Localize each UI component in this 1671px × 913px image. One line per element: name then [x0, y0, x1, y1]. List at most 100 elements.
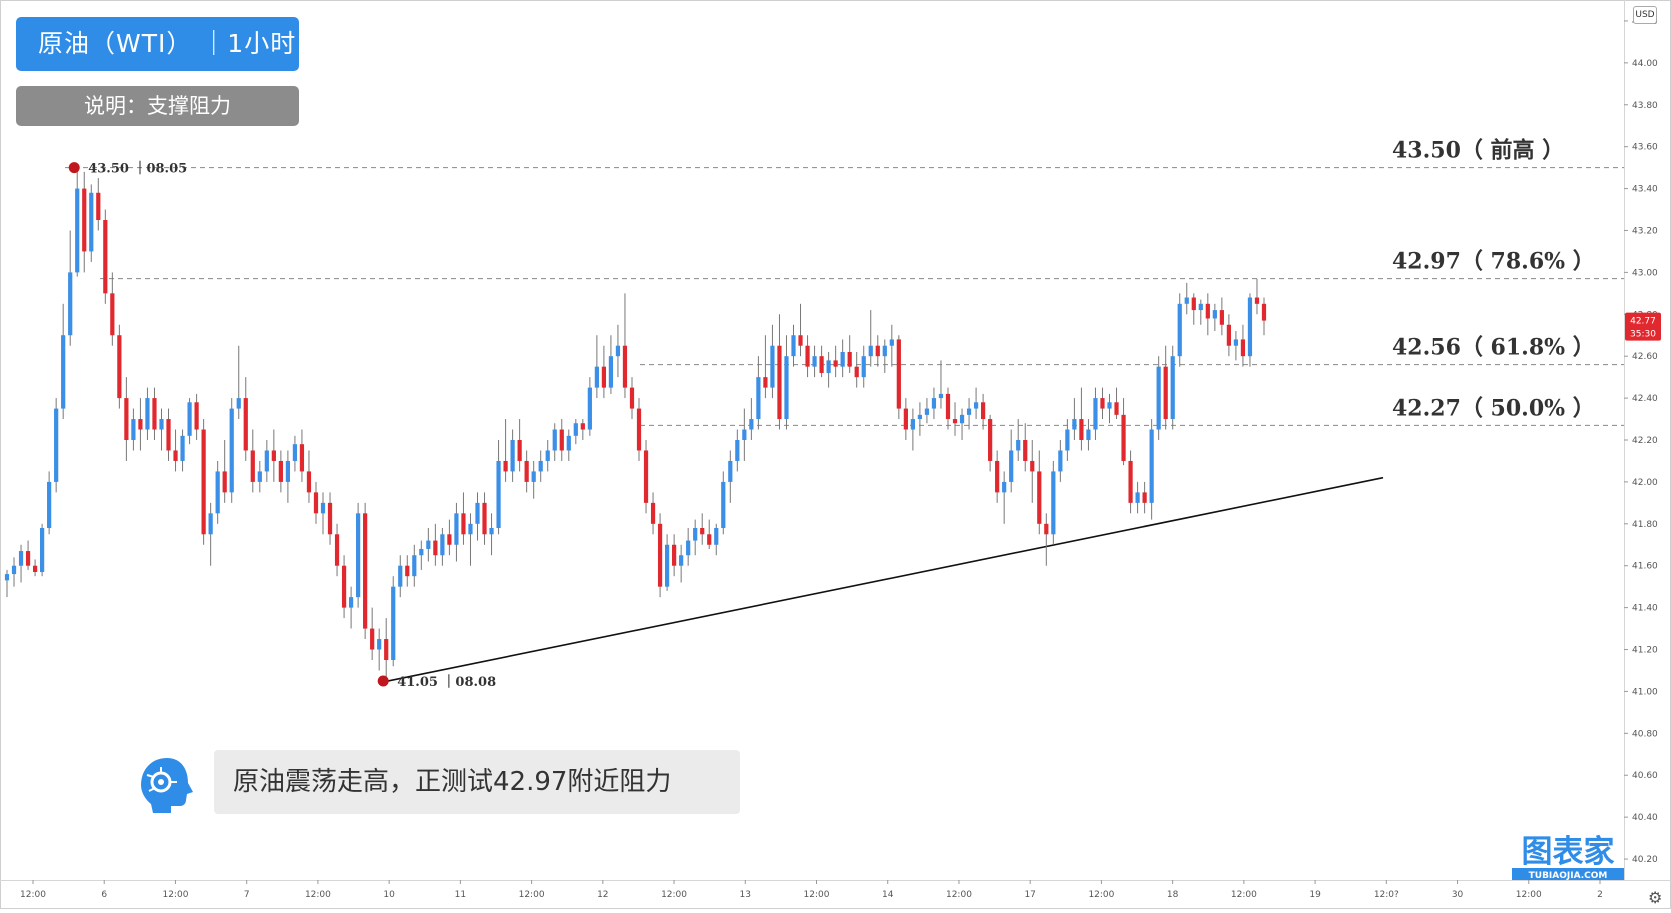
candle-body: [285, 460, 291, 482]
candle-body: [475, 502, 480, 524]
level-label: 42.56（ 61.8% ）: [1392, 335, 1595, 361]
pivot-label: 41.05 ｜08.08: [397, 674, 496, 690]
brand-sub: TUBIAOJIA.COM: [1529, 871, 1608, 881]
x-tick-label: 12:00: [20, 890, 46, 900]
y-tick-label: 41.40: [1632, 604, 1658, 614]
candle-body: [461, 513, 466, 535]
candle-body: [159, 419, 164, 430]
candle-body: [559, 429, 564, 451]
candle-body: [1016, 440, 1021, 451]
gear-icon[interactable]: ⚙: [1648, 888, 1663, 907]
candle-body: [770, 345, 775, 388]
candle-body: [103, 220, 108, 294]
currency-badge[interactable]: USD: [1633, 6, 1657, 24]
candle-body: [889, 339, 894, 346]
candle-body: [320, 502, 326, 514]
y-tick-label: 40.80: [1632, 729, 1658, 739]
x-tick-label: 12:00: [1516, 890, 1542, 900]
candle-body: [1184, 297, 1189, 304]
candle-body: [693, 528, 698, 541]
candle-body: [819, 356, 824, 373]
level-label: 42.97（ 78.6% ）: [1392, 249, 1595, 275]
candle-body: [854, 366, 859, 378]
candle-body: [657, 523, 663, 587]
y-tick-label: 40.40: [1632, 813, 1658, 823]
candle-body: [672, 544, 677, 566]
candle-body: [47, 481, 52, 528]
y-tick-label: 42.00: [1632, 478, 1658, 488]
y-tick-label: 41.00: [1632, 687, 1658, 697]
candle-body: [777, 345, 782, 420]
candle-body: [1100, 398, 1105, 409]
candle-body: [264, 450, 269, 472]
y-tick-label: 43.00: [1632, 268, 1658, 278]
candle-body: [278, 460, 283, 482]
level-label: 42.27（ 50.0% ）: [1392, 395, 1595, 421]
candle-body: [489, 528, 494, 535]
candle-body: [356, 513, 361, 598]
candle-body: [686, 540, 691, 556]
candle-body: [1072, 419, 1077, 430]
candle-body: [622, 345, 628, 388]
candle-body: [679, 555, 684, 566]
candle-body: [587, 387, 592, 430]
candle-body: [25, 551, 31, 566]
candle-body: [1086, 429, 1091, 440]
candle-body: [917, 414, 923, 420]
candle-body: [440, 534, 445, 556]
pivot-marker: [377, 675, 389, 687]
support-trendline: [388, 476, 1384, 682]
x-tick-label: 12:00: [661, 890, 687, 900]
candle-body: [89, 192, 94, 252]
candle-body: [756, 377, 761, 420]
candle-body: [868, 345, 873, 357]
candle-body: [1233, 339, 1239, 346]
candle-body: [82, 188, 87, 252]
x-tick-label: 12:0?: [1374, 890, 1399, 900]
candle-body: [580, 423, 585, 430]
candle-body: [1051, 471, 1056, 535]
candle-body: [742, 429, 747, 440]
candle-body: [714, 528, 719, 545]
y-tick-label: 43.80: [1632, 101, 1658, 111]
candle-body: [271, 450, 276, 461]
candle-body: [433, 540, 438, 556]
candle-body: [763, 377, 768, 388]
candle-body: [61, 335, 66, 409]
candle-body: [552, 429, 557, 451]
y-tick-label: 40.20: [1632, 855, 1658, 865]
candle-body: [4, 574, 10, 581]
candle-body: [306, 471, 312, 493]
candle-body: [566, 435, 571, 451]
candle-body: [531, 471, 536, 482]
candle-body: [18, 551, 24, 566]
candle-body: [805, 345, 810, 367]
x-tick-label: 14: [882, 890, 894, 900]
candle-body: [959, 414, 965, 424]
candle-body: [1198, 303, 1203, 311]
x-tick-label: 19: [1309, 890, 1321, 900]
candle-body: [910, 419, 915, 430]
candle-body: [840, 352, 845, 367]
candle-body: [145, 398, 150, 430]
candle-body: [482, 502, 487, 535]
candle-body: [426, 540, 431, 549]
candle-body: [538, 460, 543, 472]
candle-body: [447, 534, 452, 545]
x-tick-label: 12:00: [519, 890, 545, 900]
x-tick-label: 11: [455, 890, 466, 900]
candle-body: [798, 335, 803, 346]
candle-body: [11, 565, 17, 575]
brand-name: 图表家: [1522, 834, 1615, 870]
candle-body: [1121, 414, 1126, 461]
candle-body: [510, 440, 515, 472]
candle-body: [1107, 402, 1112, 409]
candle-body: [1247, 297, 1253, 357]
candle-body: [1212, 310, 1217, 319]
candle-body: [327, 502, 333, 535]
candle-body: [861, 356, 866, 378]
candle-body: [938, 393, 944, 399]
candle-body: [138, 419, 143, 430]
candle-body: [1135, 492, 1140, 503]
